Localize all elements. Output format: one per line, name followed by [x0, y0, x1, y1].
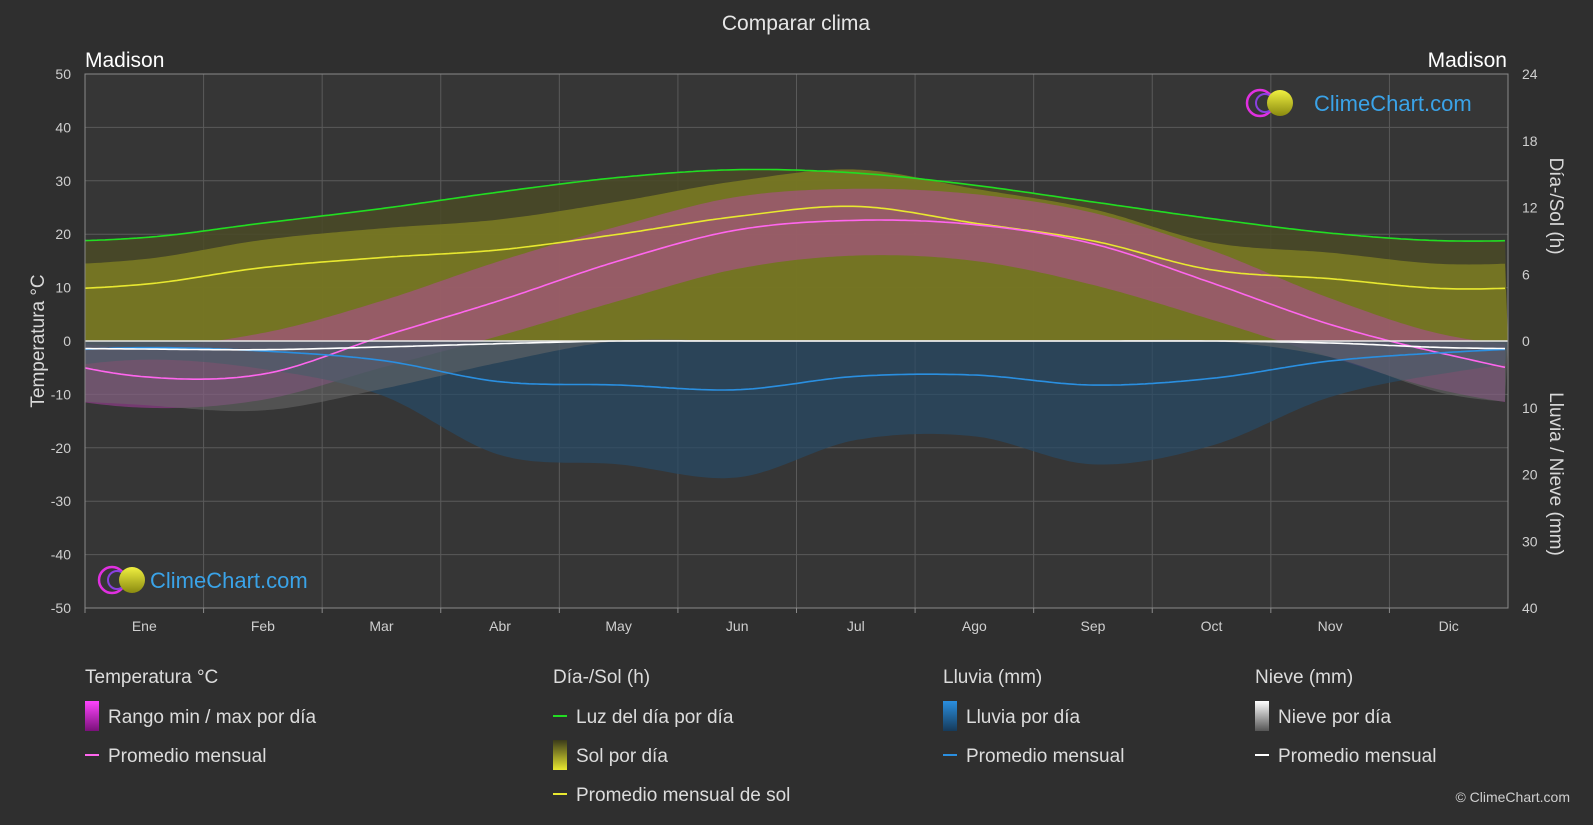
y-left-tick-label: 20	[55, 226, 71, 242]
brand-logo-top: ClimeChart.com	[1245, 88, 1472, 118]
legend-item-label: Promedio mensual de sol	[576, 785, 790, 806]
y-left-tick-label: -10	[51, 386, 71, 402]
y-right-top-tick-label: 12	[1522, 200, 1538, 216]
legend: Temperatura °C Rango min / max por día Pro…	[85, 667, 1436, 806]
y-right-top-tick-label: 6	[1522, 266, 1530, 282]
legend-item-label: Lluvia por día	[966, 707, 1081, 728]
legend-item-label: Promedio mensual	[1278, 746, 1436, 767]
x-tick-label: Ene	[132, 618, 157, 634]
legend-swatch-bar	[85, 701, 99, 731]
x-tick-label: Feb	[251, 618, 275, 634]
sunshine-area	[85, 169, 1508, 341]
legend-header: Temperatura °C	[85, 667, 218, 688]
x-tick-label: Sep	[1080, 618, 1105, 634]
x-tick-label: Dic	[1439, 618, 1459, 634]
y-right-bottom-tick-label: 40	[1522, 600, 1538, 616]
legend-swatch-bar	[1255, 701, 1269, 731]
axes: 50 40 30 20 10 0 -10 -20 -30 -40 -50 24 18 12 6 0 10 20 30…	[51, 66, 1538, 634]
legend-item-label: Promedio mensual	[108, 746, 266, 767]
brand-text-bottom: ClimeChart.com	[150, 568, 308, 593]
brand-logo-bottom: ClimeChart.com	[97, 565, 308, 595]
y-left-tick-label: -50	[51, 600, 71, 616]
logo-sun-icon	[1267, 90, 1293, 116]
logo-sun-icon	[119, 567, 145, 593]
temperature-avg-line	[85, 219, 1506, 380]
y-axis-right-bottom-label: Lluvia / Nieve (mm)	[1545, 392, 1566, 556]
daylight-line	[85, 168, 1506, 242]
legend-swatch-bar	[943, 701, 957, 731]
legend-item-label: Nieve por día	[1278, 707, 1391, 728]
legend-item-label: Promedio mensual	[966, 746, 1124, 767]
y-right-top-tick-label: 24	[1522, 66, 1538, 82]
chart-title: Comparar clima	[722, 12, 871, 35]
y-left-tick-label: 30	[55, 173, 71, 189]
y-right-top-tick-label: 0	[1522, 333, 1530, 349]
legend-header: Nieve (mm)	[1255, 667, 1353, 688]
y-right-bottom-tick-label: 30	[1522, 533, 1538, 549]
y-axis-right-top-label: Día-/Sol (h)	[1545, 157, 1566, 254]
legend-item-label: Sol por día	[576, 746, 668, 767]
x-tick-label: Jul	[847, 618, 865, 634]
legend-header: Día-/Sol (h)	[553, 667, 650, 688]
sunshine-avg-line	[85, 205, 1506, 290]
legend-item-label: Luz del día por día	[576, 707, 734, 728]
x-tick-label: Jun	[726, 618, 749, 634]
legend-swatch-bar	[553, 740, 567, 770]
x-tick-label: Mar	[369, 618, 393, 634]
copyright: © ClimeChart.com	[1455, 789, 1570, 805]
x-tick-label: Ago	[962, 618, 987, 634]
rain-avg-line	[85, 346, 1506, 391]
legend-item-label: Rango min / max por día	[108, 707, 316, 728]
y-left-tick-label: 0	[63, 333, 71, 349]
y-left-tick-label: -40	[51, 547, 71, 563]
temperature-range-band	[85, 188, 1505, 409]
y-left-tick-label: 10	[55, 280, 71, 296]
y-left-tick-label: -20	[51, 440, 71, 456]
y-left-tick-label: 40	[55, 119, 71, 135]
x-tick-label: May	[605, 618, 631, 634]
brand-text-top: ClimeChart.com	[1314, 91, 1472, 116]
y-right-bottom-tick-label: 10	[1522, 400, 1538, 416]
y-right-top-tick-label: 18	[1522, 133, 1538, 149]
snow-area	[85, 339, 1508, 412]
x-tick-label: Abr	[489, 618, 511, 634]
location-left: Madison	[85, 49, 164, 72]
series-lines	[85, 168, 1508, 391]
legend-header: Lluvia (mm)	[943, 667, 1042, 688]
y-left-tick-label: -30	[51, 493, 71, 509]
y-right-bottom-tick-label: 20	[1522, 467, 1538, 483]
daily-bands	[85, 169, 1508, 479]
y-axis-left-label: Temperatura °C	[28, 274, 49, 407]
x-tick-label: Oct	[1201, 618, 1223, 634]
location-right: Madison	[1428, 49, 1507, 72]
y-left-tick-label: 50	[55, 66, 71, 82]
x-tick-label: Nov	[1318, 618, 1343, 634]
